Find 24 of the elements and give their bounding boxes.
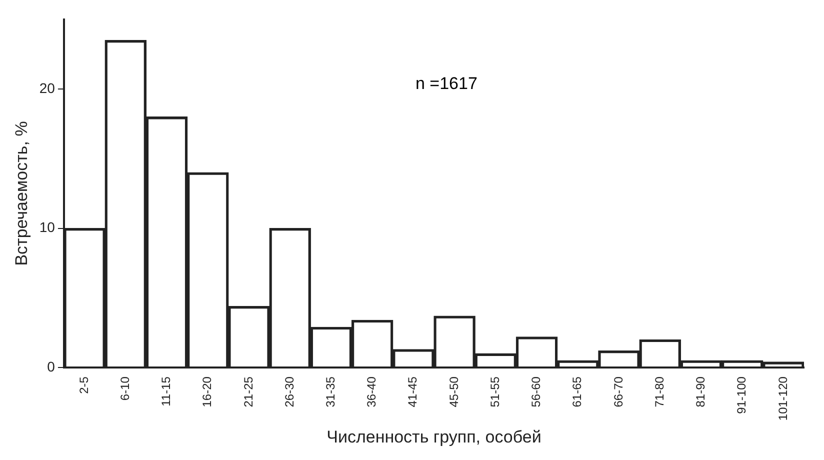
x-tick-label: 31-35 [324, 376, 338, 408]
y-tick-label: 10 [39, 219, 56, 236]
x-tick-label: 21-25 [241, 376, 256, 408]
x-axis-title: Численность групп, особей [326, 427, 542, 446]
y-tick-label: 0 [47, 358, 56, 374]
y-axis-title: Встречаемость, % [12, 121, 31, 266]
x-tick-label: 2-5 [76, 376, 91, 394]
x-tick-label: 11-15 [159, 376, 174, 406]
x-tick-label: 16-20 [200, 376, 214, 408]
x-tick-label: 101-120 [776, 376, 790, 421]
x-tick-label: 81-90 [694, 376, 708, 408]
x-tick-label: 61-65 [570, 376, 584, 408]
x-tick-label: 66-70 [611, 376, 626, 408]
x-tick-label: 36-40 [364, 376, 379, 408]
x-tick-label: 41-45 [406, 376, 420, 408]
annotation: n =1617 [415, 74, 478, 94]
x-tick-label: 6-10 [118, 376, 132, 401]
x-tick-label: 51-55 [488, 376, 502, 408]
y-tick-label: 20 [39, 80, 56, 96]
x-tick-label: 71-80 [652, 376, 666, 408]
x-tick-label: 26-30 [282, 376, 296, 408]
x-tick-label: 91-100 [734, 376, 749, 414]
x-tick-label: 56-60 [529, 376, 544, 408]
x-tick-label: 45-50 [446, 376, 461, 408]
